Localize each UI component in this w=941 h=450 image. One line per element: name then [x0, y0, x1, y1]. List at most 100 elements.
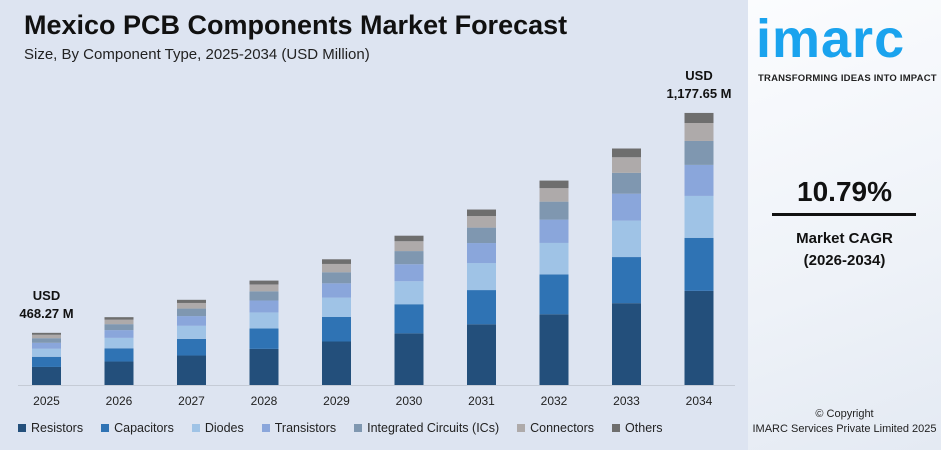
bar-segment-integrated-circuits-ics--2032 [539, 201, 569, 220]
bar-segment-capacitors-2027 [177, 338, 206, 356]
bar-segment-diodes-2028 [249, 312, 279, 329]
x-tick-label: 2027 [178, 394, 205, 408]
bar-segment-resistors-2033 [612, 303, 641, 385]
legend: Resistors Capacitors Diodes Transistors Inte… [18, 421, 681, 435]
bar-segment-transistors-2031 [467, 243, 496, 264]
bar-segment-others-2032 [539, 180, 569, 189]
divider [772, 213, 916, 216]
bar-segment-diodes-2031 [467, 263, 496, 291]
legend-item: Diodes [191, 421, 244, 435]
legend-label: Transistors [274, 421, 337, 435]
bar-segment-capacitors-2031 [467, 290, 496, 325]
legend-swatch [354, 424, 363, 432]
bar-segment-capacitors-2033 [612, 257, 641, 304]
x-tick-label: 2034 [686, 394, 713, 408]
bar-segment-capacitors-2028 [249, 328, 279, 349]
data-label: 1,177.65 M [666, 86, 731, 101]
cagr-value: 10.79% [797, 176, 892, 207]
bar-segment-capacitors-2029 [322, 316, 351, 342]
bar-segment-connectors-2026 [104, 319, 134, 325]
x-tick-label: 2028 [251, 394, 278, 408]
x-tick-label: 2033 [613, 394, 640, 408]
bar-segment-connectors-2027 [177, 302, 206, 309]
bar-segment-transistors-2029 [322, 283, 351, 298]
bar-segment-transistors-2025 [32, 342, 61, 349]
bar-segment-capacitors-2032 [539, 274, 569, 315]
legend-item: Others [612, 421, 663, 435]
brand-panel: imarc TRANSFORMING IDEAS INTO IMPACT 10.… [748, 0, 941, 450]
bar-segment-capacitors-2030 [394, 304, 424, 334]
chart-subtitle: Size, By Component Type, 2025-2034 (USD … [24, 46, 370, 63]
legend-swatch [191, 424, 200, 432]
copyright: © Copyright IMARC Services Private Limite… [748, 407, 941, 437]
bar-segment-connectors-2032 [539, 188, 569, 202]
legend-swatch [517, 424, 526, 432]
bar-segment-diodes-2025 [32, 348, 61, 357]
legend-label: Connectors [530, 421, 595, 435]
bar-segment-diodes-2029 [322, 297, 351, 317]
bar-segment-resistors-2032 [539, 314, 569, 385]
bar-segment-diodes-2033 [612, 220, 641, 258]
copyright-text: © Copyright [815, 408, 874, 420]
bar-segment-transistors-2028 [249, 300, 279, 313]
bar-segment-transistors-2032 [539, 219, 569, 243]
bar-segment-integrated-circuits-ics--2033 [612, 172, 641, 194]
legend-item: Connectors [517, 421, 594, 435]
bar-segment-transistors-2026 [104, 330, 134, 338]
bar-segment-capacitors-2025 [32, 356, 61, 367]
legend-item: Transistors [261, 421, 337, 435]
legend-label: Diodes [204, 421, 244, 435]
company-name: IMARC Services Private Limited 2025 [752, 423, 937, 435]
x-tick-label: 2030 [396, 394, 423, 408]
bar-segment-others-2027 [177, 299, 206, 303]
bar-segment-resistors-2030 [394, 333, 424, 385]
bar-segment-others-2026 [104, 317, 134, 320]
bar-segment-resistors-2026 [104, 361, 134, 385]
chart-title: Mexico PCB Components Market Forecast [24, 10, 568, 40]
bar-segment-diodes-2030 [394, 281, 424, 305]
bar-segment-connectors-2034 [684, 122, 714, 141]
cagr-label: Market CAGR (2026-2034) [748, 228, 941, 272]
bar-segment-integrated-circuits-ics--2026 [104, 324, 134, 331]
legend-label: Capacitors [114, 421, 174, 435]
bar-segment-connectors-2029 [322, 263, 351, 273]
bar-segment-integrated-circuits-ics--2030 [394, 251, 424, 265]
bar-segment-transistors-2034 [684, 164, 714, 196]
bar-segment-diodes-2027 [177, 325, 206, 339]
data-label: 468.27 M [19, 306, 73, 321]
legend-item: Integrated Circuits (ICs) [354, 421, 499, 435]
bar-segment-connectors-2030 [394, 241, 424, 252]
bar-segment-capacitors-2026 [104, 348, 134, 362]
bar-segment-others-2029 [322, 259, 351, 264]
bar-segment-diodes-2034 [684, 195, 714, 238]
chart-panel: Mexico PCB Components Market Forecast Si… [18, 10, 735, 435]
bar-segment-resistors-2027 [177, 355, 206, 385]
bar-segment-integrated-circuits-ics--2028 [249, 291, 279, 301]
bar-segment-diodes-2032 [539, 242, 569, 275]
x-tick-label: 2026 [106, 394, 133, 408]
bar-segment-connectors-2031 [467, 216, 496, 228]
cagr-period: (2026-2034) [803, 252, 886, 269]
data-label: USD [33, 288, 60, 303]
bar-segment-resistors-2034 [684, 290, 714, 385]
bar-segment-others-2030 [394, 235, 424, 242]
bar-segment-integrated-circuits-ics--2034 [684, 140, 714, 165]
legend-label: Integrated Circuits (ICs) [367, 421, 500, 435]
bar-segment-resistors-2029 [322, 341, 351, 385]
x-tick-label: 2025 [33, 394, 60, 408]
bar-segment-integrated-circuits-ics--2029 [322, 272, 351, 284]
bar-segment-diodes-2026 [104, 337, 134, 349]
legend-swatch [612, 424, 621, 432]
legend-swatch [18, 424, 26, 432]
bar-segment-resistors-2031 [467, 324, 496, 385]
bar-segment-others-2033 [612, 148, 641, 158]
x-tick-label: 2031 [468, 394, 495, 408]
bar-segment-connectors-2033 [612, 157, 641, 173]
legend-swatch [101, 424, 110, 432]
bar-segment-transistors-2033 [612, 193, 641, 221]
bar-segment-integrated-circuits-ics--2027 [177, 308, 206, 317]
logo-tagline: TRANSFORMING IDEAS INTO IMPACT [758, 73, 937, 84]
legend-label: Others [625, 421, 663, 435]
cagr-label-text: Market CAGR [796, 230, 893, 247]
bar-segment-resistors-2028 [249, 348, 279, 385]
